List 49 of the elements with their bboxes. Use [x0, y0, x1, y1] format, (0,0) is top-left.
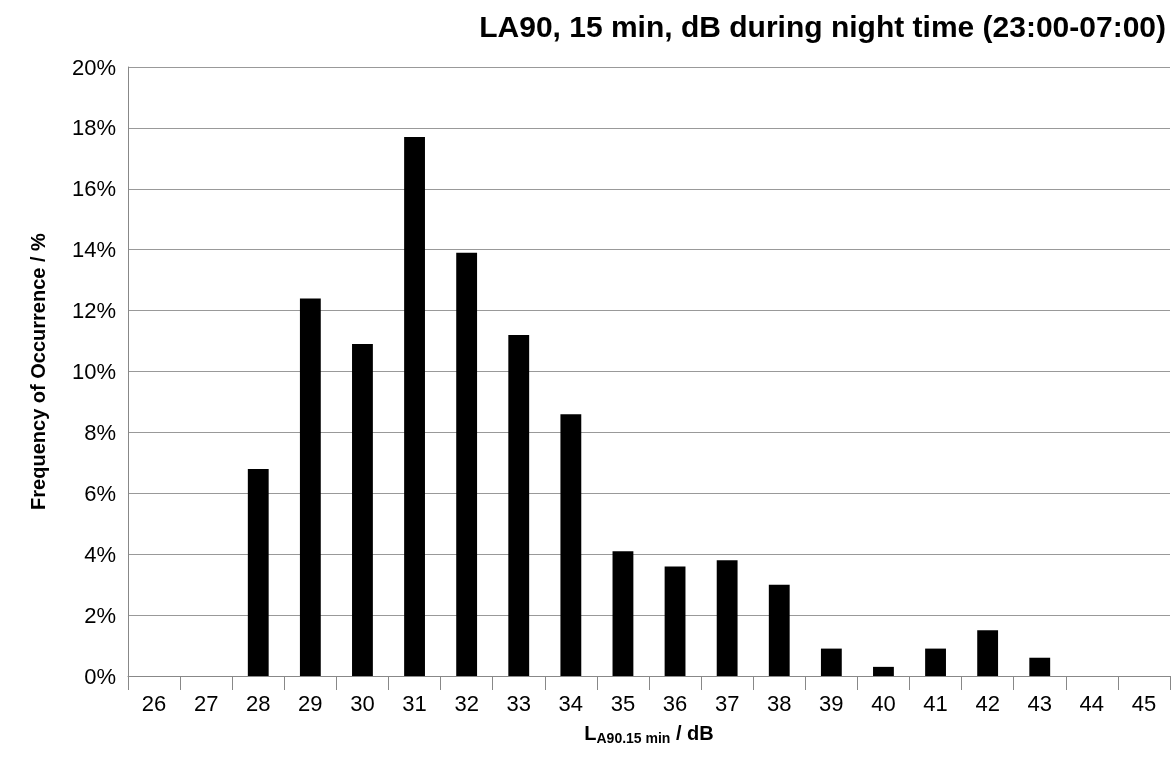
bar — [612, 551, 634, 676]
x-tick-label: 44 — [1079, 690, 1105, 716]
bar — [768, 584, 790, 676]
bar — [873, 666, 894, 676]
y-tick-label: 8% — [84, 419, 116, 445]
x-tick-label: 28 — [246, 690, 271, 716]
x-tick-label: 26 — [141, 690, 167, 716]
bar — [716, 560, 738, 676]
x-tick-label: 32 — [454, 690, 479, 716]
x-tick-label: 41 — [923, 690, 948, 716]
y-tick-label: 12% — [71, 298, 116, 324]
y-tick-label: 20% — [71, 54, 116, 80]
y-tick-label: 16% — [71, 176, 116, 202]
y-tick-label: 4% — [84, 541, 116, 567]
x-tick-label: 33 — [506, 690, 531, 716]
bar — [508, 334, 530, 676]
x-tick-label: 36 — [662, 690, 688, 716]
x-tick-label: 35 — [610, 690, 636, 716]
x-tick-label: 30 — [350, 690, 375, 716]
bar — [664, 566, 686, 676]
x-tick-label: 43 — [1027, 690, 1052, 716]
x-tick-label: 29 — [298, 690, 323, 716]
bar — [820, 648, 842, 676]
x-tick-label: 42 — [975, 690, 1000, 716]
chart-title: LA90, 15 min, dB during night time (23:00-07:00) — [479, 9, 1166, 43]
x-tick-label: 27 — [193, 690, 219, 716]
bar — [977, 630, 999, 676]
y-tick-label: 10% — [71, 359, 116, 384]
x-tick-label: 39 — [819, 690, 844, 716]
bar — [925, 648, 946, 676]
bar — [1029, 657, 1051, 676]
x-tick-label: 45 — [1131, 690, 1157, 716]
y-tick-label: 6% — [84, 480, 116, 506]
bar — [404, 137, 425, 676]
bar — [456, 252, 478, 676]
y-tick-label: 14% — [71, 237, 116, 263]
x-tick-label: 38 — [767, 690, 792, 716]
y-tick-label: 18% — [71, 115, 116, 141]
bar — [247, 468, 269, 676]
bar — [352, 344, 373, 676]
x-tick-label: 31 — [402, 690, 427, 716]
bar — [560, 414, 582, 676]
x-tick-label: 37 — [714, 690, 740, 716]
y-axis-title: Frequency of Occurrence / % — [27, 232, 49, 510]
x-tick-label: 34 — [558, 690, 584, 716]
y-tick-label: 2% — [84, 602, 116, 628]
bar — [299, 298, 321, 676]
x-tick-label: 40 — [871, 690, 896, 716]
y-tick-label: 0% — [84, 663, 116, 689]
